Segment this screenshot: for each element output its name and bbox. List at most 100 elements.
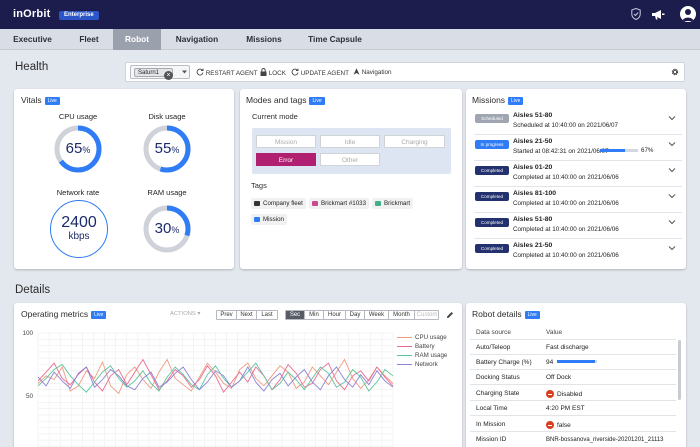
chevron-down-icon[interactable] <box>668 193 676 199</box>
stop-icon <box>546 390 554 398</box>
chevron-down-icon[interactable] <box>668 141 676 147</box>
mode-button-other[interactable]: Other <box>320 153 380 166</box>
actions-menu[interactable]: ACTIONS ▾ <box>170 311 200 317</box>
mode-button-mission[interactable]: Mission <box>256 135 316 148</box>
robot-chip-label: Saturn1 <box>138 70 160 76</box>
robot-chip[interactable]: Saturn1 × <box>134 68 174 80</box>
gear-icon[interactable] <box>671 68 679 76</box>
robot-details-card <box>466 303 686 447</box>
ram-value: 30% <box>143 205 191 253</box>
mission-row[interactable]: Completed Aisles 51-80 Completed at 10:4… <box>474 213 682 239</box>
mission-row[interactable]: Completed Aisles 01-20 Completed at 10:4… <box>474 161 682 187</box>
mode-button-charging[interactable]: Charging <box>384 135 445 148</box>
mission-time: Completed at 10:40:00 on 2021/06/06 <box>513 252 619 259</box>
legend-item-cpu-usage[interactable]: CPU usage <box>396 333 447 342</box>
mission-row[interactable]: In progress Aisles 21-50 Started at 08:4… <box>474 135 682 161</box>
row-source: Mission ID <box>476 436 507 443</box>
cpu-gauge: 65% <box>54 125 102 173</box>
stop-icon <box>546 421 554 429</box>
current-mode-label: Current mode <box>252 112 298 121</box>
last-button[interactable]: Last <box>261 312 273 318</box>
pencil-icon[interactable] <box>446 311 454 319</box>
chevron-down-icon[interactable] <box>181 69 188 75</box>
mission-progress-fill <box>600 149 626 152</box>
cpu-usage-label: CPU usage <box>58 112 98 121</box>
tag-company-fleet[interactable]: Company fleet <box>251 198 306 209</box>
restart-icon <box>196 68 204 76</box>
lock-button[interactable]: LOCK <box>260 68 286 77</box>
mission-row[interactable]: Completed Aisles 21-50 Completed at 10:4… <box>474 239 682 265</box>
range-hour-button[interactable]: Hour <box>324 311 346 319</box>
navigation-button[interactable]: Navigation <box>353 68 392 76</box>
ram-value-number: 30 <box>154 220 172 237</box>
tab-robot[interactable]: Robot <box>113 29 161 50</box>
robot-details-title: Robot details Live <box>472 309 540 319</box>
column-header-source[interactable]: Data source <box>476 329 512 336</box>
restart-agent-button[interactable]: RESTART AGENT <box>196 68 258 77</box>
metrics-title: Operating metrics Live <box>21 309 107 319</box>
tag-mission[interactable]: Mission <box>251 214 287 225</box>
chart-legend: CPU usage Battery RAM usage Network <box>396 333 447 369</box>
table-row: In Mission false <box>470 417 676 432</box>
chevron-down-icon[interactable] <box>668 167 676 173</box>
column-header-value[interactable]: Value <box>546 329 563 336</box>
tab-missions[interactable]: Missions <box>246 34 282 44</box>
ram-percent-sign: % <box>171 225 180 235</box>
mode-button-error[interactable]: Error <box>256 153 316 166</box>
update-agent-button[interactable]: UPDATE AGENT <box>291 68 349 77</box>
mission-name: Aisles 81-100 <box>513 190 557 197</box>
row-source: Local Time <box>476 405 508 412</box>
mission-name: Aisles 21-50 <box>513 138 553 145</box>
shield-icon[interactable] <box>631 8 641 20</box>
tags-label: Tags <box>251 181 267 190</box>
range-custom-button[interactable]: Custom <box>416 312 438 318</box>
live-badge: Live <box>524 311 540 319</box>
restart-agent-label: RESTART AGENT <box>205 70 258 77</box>
details-scrollbar[interactable] <box>678 340 681 400</box>
legend-item-network[interactable]: Network <box>396 360 447 369</box>
tag-brickmart[interactable]: Brickmart <box>372 198 414 209</box>
chevron-down-icon[interactable] <box>668 115 676 121</box>
disk-percent-sign: % <box>171 145 180 155</box>
tag-brickmart-1033[interactable]: Brickmart #1033 <box>309 198 370 209</box>
cpu-value-number: 65 <box>65 140 83 157</box>
legend-item-battery[interactable]: Battery <box>396 342 447 351</box>
close-icon[interactable]: × <box>164 71 173 80</box>
row-value: 94 <box>546 359 598 366</box>
mission-name: Aisles 01-20 <box>513 164 553 171</box>
mission-name: Aisles 51-80 <box>513 112 553 119</box>
main-tabs: Executive Fleet Robot Navigation Mission… <box>0 29 700 50</box>
prev-button[interactable]: Prev <box>217 311 237 319</box>
disk-gauge: 55% <box>143 125 191 173</box>
range-day-button[interactable]: Day <box>346 311 365 319</box>
tab-time-capsule[interactable]: Time Capsule <box>308 34 362 44</box>
megaphone-icon[interactable] <box>651 9 665 20</box>
chevron-down-icon[interactable] <box>668 245 676 251</box>
robot-toolbar: Saturn1 × RESTART AGENT LOCK UPDATE AGEN… <box>125 62 685 82</box>
chevron-down-icon[interactable] <box>668 219 676 225</box>
disk-usage-label: Disk usage <box>148 112 186 121</box>
car-icon <box>254 201 260 206</box>
range-sec-button[interactable]: Sec <box>286 311 305 319</box>
mission-row[interactable]: Scheduled Aisles 51-80 Scheduled at 10:4… <box>474 109 682 135</box>
tab-fleet[interactable]: Fleet <box>79 34 99 44</box>
network-gauge: 2400 kbps <box>50 200 108 258</box>
range-week-button[interactable]: Week <box>365 311 389 319</box>
tab-executive[interactable]: Executive <box>13 34 52 44</box>
network-value: 2400 <box>61 214 97 231</box>
robot-select[interactable]: Saturn1 × <box>130 65 190 80</box>
range-month-button[interactable]: Month <box>389 311 415 319</box>
mission-row[interactable]: Completed Aisles 81-100 Completed at 10:… <box>474 187 682 213</box>
tag-label: Mission <box>263 216 284 223</box>
modes-card <box>240 89 462 269</box>
legend-item-ram-usage[interactable]: RAM usage <box>396 351 447 360</box>
disk-gauge-arc <box>143 125 191 173</box>
row-source: Charging State <box>476 390 520 397</box>
health-heading: Health <box>15 61 49 73</box>
app-logo[interactable]: inOrbit <box>13 8 51 20</box>
user-avatar-icon[interactable] <box>680 6 696 22</box>
range-min-button[interactable]: Min <box>305 311 324 319</box>
tab-navigation[interactable]: Navigation <box>175 34 219 44</box>
next-button[interactable]: Next <box>237 311 257 319</box>
mode-button-idle[interactable]: Idle <box>320 135 380 148</box>
